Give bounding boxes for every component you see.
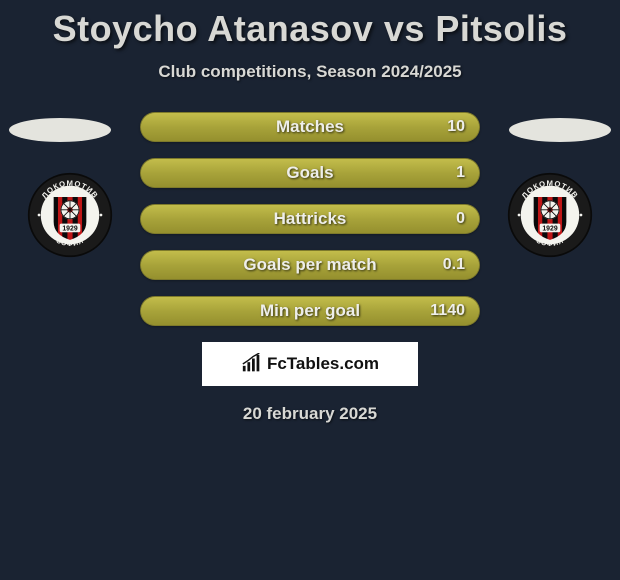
stat-bar-value: 1140	[430, 297, 465, 325]
stat-bar-value: 1	[456, 159, 465, 187]
player-photo-left-placeholder	[9, 118, 111, 142]
stat-bar-value: 10	[447, 113, 465, 141]
page-subtitle: Club competitions, Season 2024/2025	[0, 62, 620, 82]
stat-bar-row: Matches10	[140, 112, 480, 142]
svg-text:1929: 1929	[62, 225, 77, 232]
bar-chart-icon	[241, 353, 263, 375]
stat-bar-row: Hattricks0	[140, 204, 480, 234]
stat-bar-label: Goals per match	[141, 251, 479, 279]
stat-bar-label: Goals	[141, 159, 479, 187]
stat-bar-row: Goals per match0.1	[140, 250, 480, 280]
stat-bar-value: 0	[456, 205, 465, 233]
stat-bar-label: Matches	[141, 113, 479, 141]
club-badge-right: ЛОКОМОТИВ СОФИЯ 1929	[507, 172, 593, 258]
stat-bar-value: 0.1	[443, 251, 465, 279]
comparison-panel: ЛОКОМОТИВ СОФИЯ 1929	[0, 112, 620, 424]
club-badge-left: ЛОКОМОТИВ СОФИЯ 1929	[27, 172, 113, 258]
player-photo-right-placeholder	[509, 118, 611, 142]
page-title: Stoycho Atanasov vs Pitsolis	[0, 0, 620, 50]
stat-bar-row: Min per goal1140	[140, 296, 480, 326]
site-logo-text: FcTables.com	[267, 354, 379, 374]
stat-bar-label: Min per goal	[141, 297, 479, 325]
stat-bar-row: Goals1	[140, 158, 480, 188]
stat-bars: Matches10Goals1Hattricks0Goals per match…	[140, 112, 480, 326]
site-logo: FcTables.com	[202, 342, 418, 386]
snapshot-date: 20 february 2025	[0, 404, 620, 424]
svg-text:1929: 1929	[542, 225, 557, 232]
stat-bar-label: Hattricks	[141, 205, 479, 233]
